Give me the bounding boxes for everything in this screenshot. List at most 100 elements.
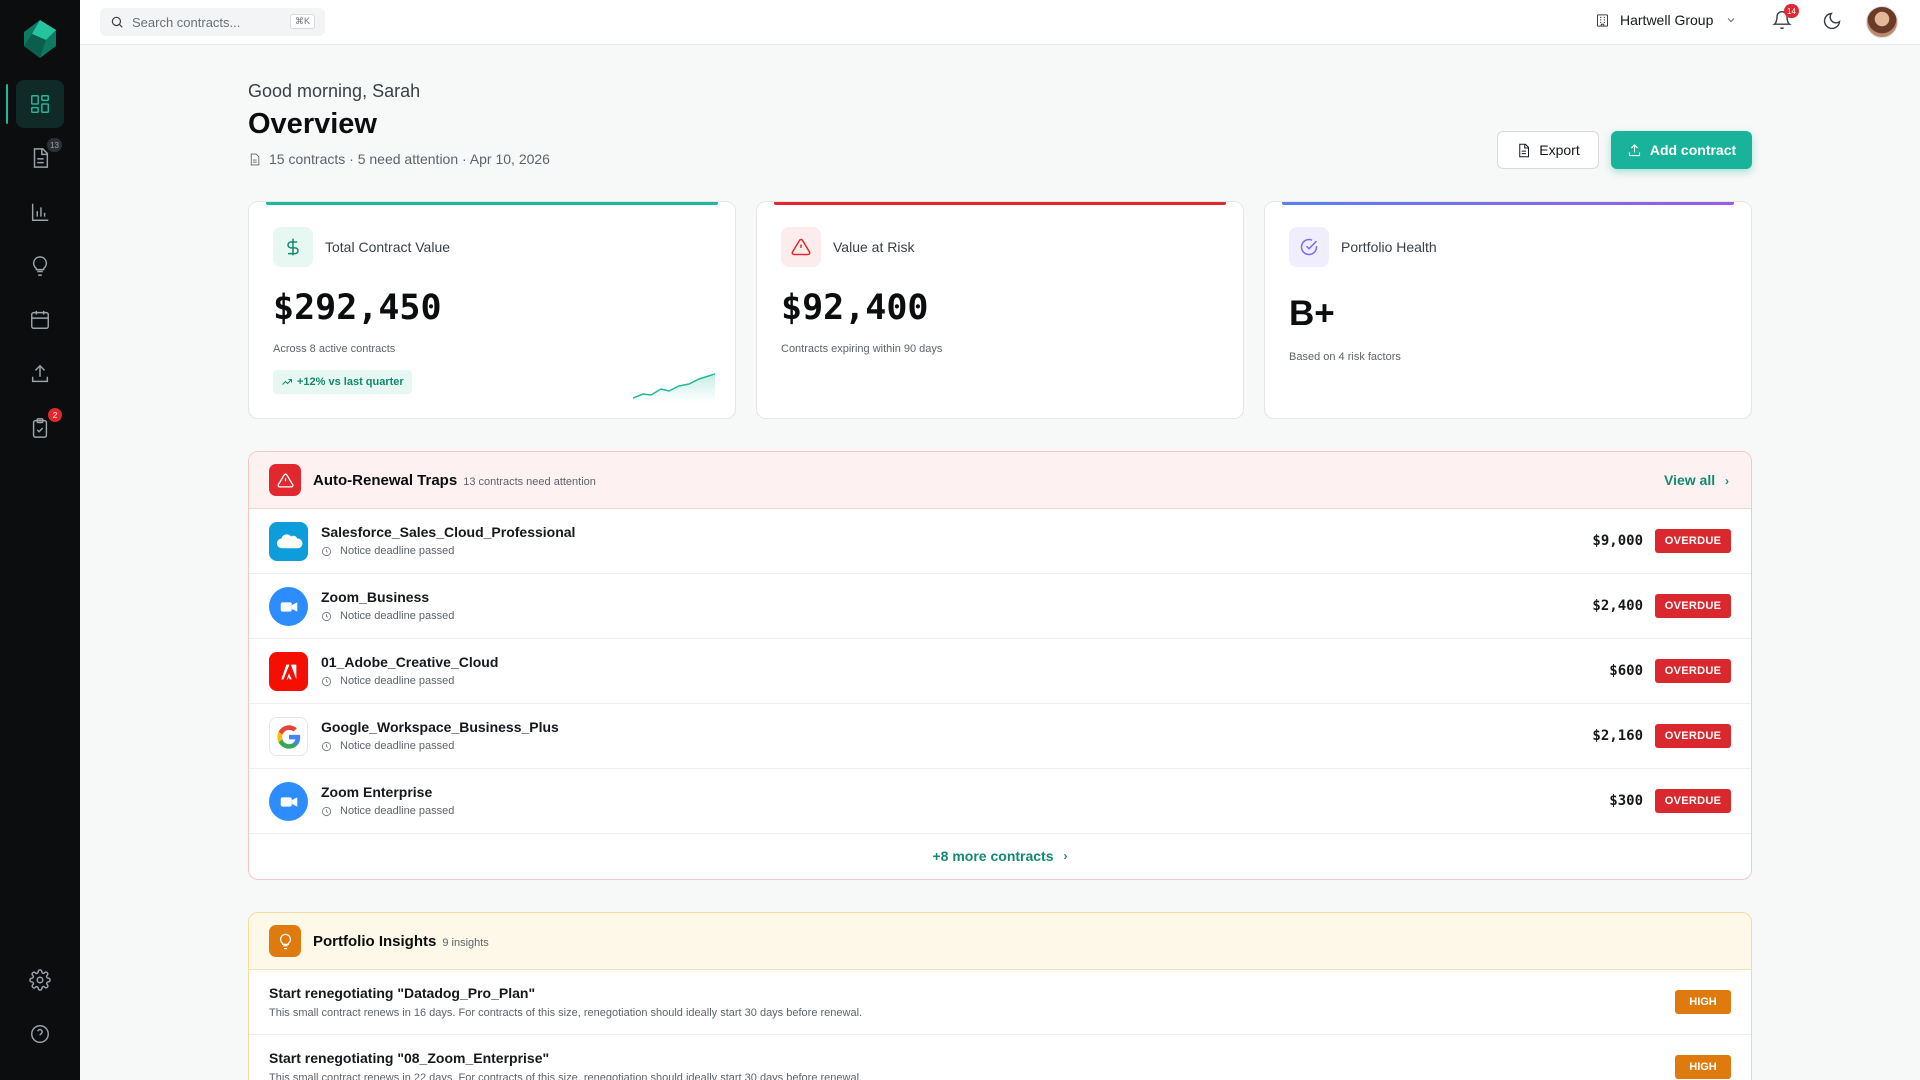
trap-row[interactable]: Salesforce_Sales_Cloud_Professional Noti… bbox=[249, 509, 1751, 574]
trend-text: +12% vs last quarter bbox=[297, 376, 404, 388]
card-label: Portfolio Health bbox=[1341, 239, 1437, 255]
sidebar-item-calendar[interactable] bbox=[16, 296, 64, 344]
status-badge: OVERDUE bbox=[1655, 529, 1731, 553]
trap-row[interactable]: Google_Workspace_Business_Plus Notice de… bbox=[249, 704, 1751, 769]
page-meta-text: 15 contracts · 5 need attention · Apr 10… bbox=[269, 151, 550, 167]
sidebar-item-upload[interactable] bbox=[16, 350, 64, 398]
insight-description: This small contract renews in 16 days. F… bbox=[269, 1007, 863, 1019]
theme-toggle[interactable] bbox=[1822, 11, 1842, 36]
active-indicator bbox=[6, 84, 8, 124]
dollar-icon-box bbox=[273, 227, 313, 267]
traps-title: Auto-Renewal Traps 13 contracts need atte… bbox=[313, 472, 596, 489]
clock-icon bbox=[321, 546, 332, 556]
lightbulb-icon-box bbox=[269, 925, 301, 957]
clock-icon bbox=[321, 741, 332, 751]
card-value: $292,450 bbox=[273, 288, 442, 328]
sidebar-item-help[interactable] bbox=[16, 1010, 64, 1058]
priority-badge: HIGH bbox=[1675, 990, 1731, 1014]
sidebar-item-dashboard[interactable] bbox=[16, 80, 64, 128]
contract-note-text: Notice deadline passed bbox=[340, 675, 455, 687]
sidebar-item-insights[interactable] bbox=[16, 242, 64, 290]
total-contract-value-card: Total Contract Value $292,450 Across 8 a… bbox=[248, 201, 736, 419]
contract-note: Notice deadline passed bbox=[321, 805, 454, 817]
card-sub: Based on 4 risk factors bbox=[1289, 351, 1401, 363]
chevron-right-icon: › bbox=[1725, 474, 1729, 488]
org-switcher[interactable]: Hartwell Group bbox=[1595, 12, 1737, 28]
contract-amount: $2,400 bbox=[1592, 598, 1643, 614]
clock-icon bbox=[321, 676, 332, 686]
dashboard-icon bbox=[31, 95, 49, 113]
sidebar-item-settings[interactable] bbox=[16, 956, 64, 1004]
contract-name: Zoom Enterprise bbox=[321, 784, 433, 800]
contract-note: Notice deadline passed bbox=[321, 740, 454, 752]
sidebar-item-analytics[interactable] bbox=[16, 188, 64, 236]
google-g-icon bbox=[276, 724, 300, 749]
avatar[interactable] bbox=[1866, 6, 1898, 38]
auto-renewal-traps-panel: Auto-Renewal Traps 13 contracts need atte… bbox=[248, 451, 1752, 880]
adobe-mark-icon bbox=[280, 664, 296, 679]
insight-title: Start renegotiating "Datadog_Pro_Plan" bbox=[269, 985, 536, 1001]
analytics-icon bbox=[31, 203, 49, 221]
add-contract-button[interactable]: Add contract bbox=[1611, 131, 1752, 169]
contract-amount: $2,160 bbox=[1592, 728, 1643, 744]
video-camera-icon bbox=[280, 796, 297, 807]
contracts-icon bbox=[33, 148, 49, 168]
insight-row[interactable]: Start renegotiating "Datadog_Pro_Plan" T… bbox=[249, 970, 1751, 1035]
contract-name: Zoom_Business bbox=[321, 589, 430, 605]
contract-note-text: Notice deadline passed bbox=[340, 805, 455, 817]
more-contracts-link[interactable]: +8 more contracts › bbox=[249, 834, 1751, 878]
insights-header: Portfolio Insights 9 insights bbox=[249, 913, 1751, 970]
status-badge: OVERDUE bbox=[1655, 789, 1731, 813]
view-all-label: View all bbox=[1664, 472, 1716, 488]
card-accent-line bbox=[1282, 202, 1734, 205]
document-icon bbox=[250, 153, 260, 165]
page-title: Overview bbox=[248, 108, 377, 140]
insight-row[interactable]: Start renegotiating "08_Zoom_Enterprise"… bbox=[249, 1035, 1751, 1080]
org-name: Hartwell Group bbox=[1620, 12, 1714, 28]
sparkline bbox=[633, 373, 715, 402]
traps-title-text: Auto-Renewal Traps bbox=[313, 472, 458, 489]
traps-count: 13 contracts need attention bbox=[463, 476, 596, 488]
view-all-link[interactable]: View all › bbox=[1664, 472, 1729, 488]
search-icon bbox=[111, 16, 123, 28]
salesforce-logo bbox=[269, 522, 308, 561]
app-logo[interactable] bbox=[20, 18, 60, 60]
page-meta: 15 contracts · 5 need attention · Apr 10… bbox=[248, 151, 550, 167]
moon-icon bbox=[1823, 12, 1841, 30]
search-input[interactable]: Search contracts... ⌘K bbox=[100, 8, 325, 36]
bell-icon bbox=[1772, 11, 1792, 30]
clock-icon bbox=[321, 611, 332, 621]
trap-row[interactable]: 01_Adobe_Creative_Cloud Notice deadline … bbox=[249, 639, 1751, 704]
notifications-button[interactable]: 14 bbox=[1772, 4, 1799, 34]
add-contract-label: Add contract bbox=[1649, 142, 1737, 158]
card-label: Value at Risk bbox=[833, 239, 915, 255]
video-camera-icon bbox=[280, 601, 297, 612]
upload-icon bbox=[31, 364, 49, 383]
insights-count: 9 insights bbox=[442, 937, 489, 949]
cloud-icon bbox=[276, 533, 303, 548]
contract-name: Salesforce_Sales_Cloud_Professional bbox=[321, 524, 576, 540]
export-button[interactable]: Export bbox=[1497, 131, 1599, 169]
trend-badge: +12% vs last quarter bbox=[273, 370, 412, 394]
sidebar-item-contracts[interactable]: 13 bbox=[16, 134, 64, 182]
settings-icon bbox=[29, 969, 51, 991]
status-badge: OVERDUE bbox=[1655, 724, 1731, 748]
trap-row[interactable]: Zoom_Business Notice deadline passed $2,… bbox=[249, 574, 1751, 639]
trap-row[interactable]: Zoom Enterprise Notice deadline passed $… bbox=[249, 769, 1751, 834]
search-placeholder: Search contracts... bbox=[132, 14, 241, 30]
sidebar-item-tasks[interactable]: 2 bbox=[16, 404, 64, 452]
help-icon bbox=[31, 1025, 49, 1043]
clipboard-check-icon bbox=[32, 418, 48, 438]
clock-icon bbox=[321, 806, 332, 816]
contract-amount: $9,000 bbox=[1592, 533, 1643, 549]
contract-note-text: Notice deadline passed bbox=[340, 740, 455, 752]
contract-amount: $300 bbox=[1609, 793, 1643, 809]
card-accent-line bbox=[266, 202, 718, 205]
contract-note-text: Notice deadline passed bbox=[340, 545, 455, 557]
check-circle-icon bbox=[1300, 238, 1318, 256]
value-at-risk-card: Value at Risk $92,400 Contracts expiring… bbox=[756, 201, 1244, 419]
contract-note: Notice deadline passed bbox=[321, 545, 454, 557]
trend-up-icon bbox=[282, 379, 292, 385]
portfolio-insights-panel: Portfolio Insights 9 insights Start reneg… bbox=[248, 912, 1752, 1080]
contract-name: 01_Adobe_Creative_Cloud bbox=[321, 654, 499, 670]
